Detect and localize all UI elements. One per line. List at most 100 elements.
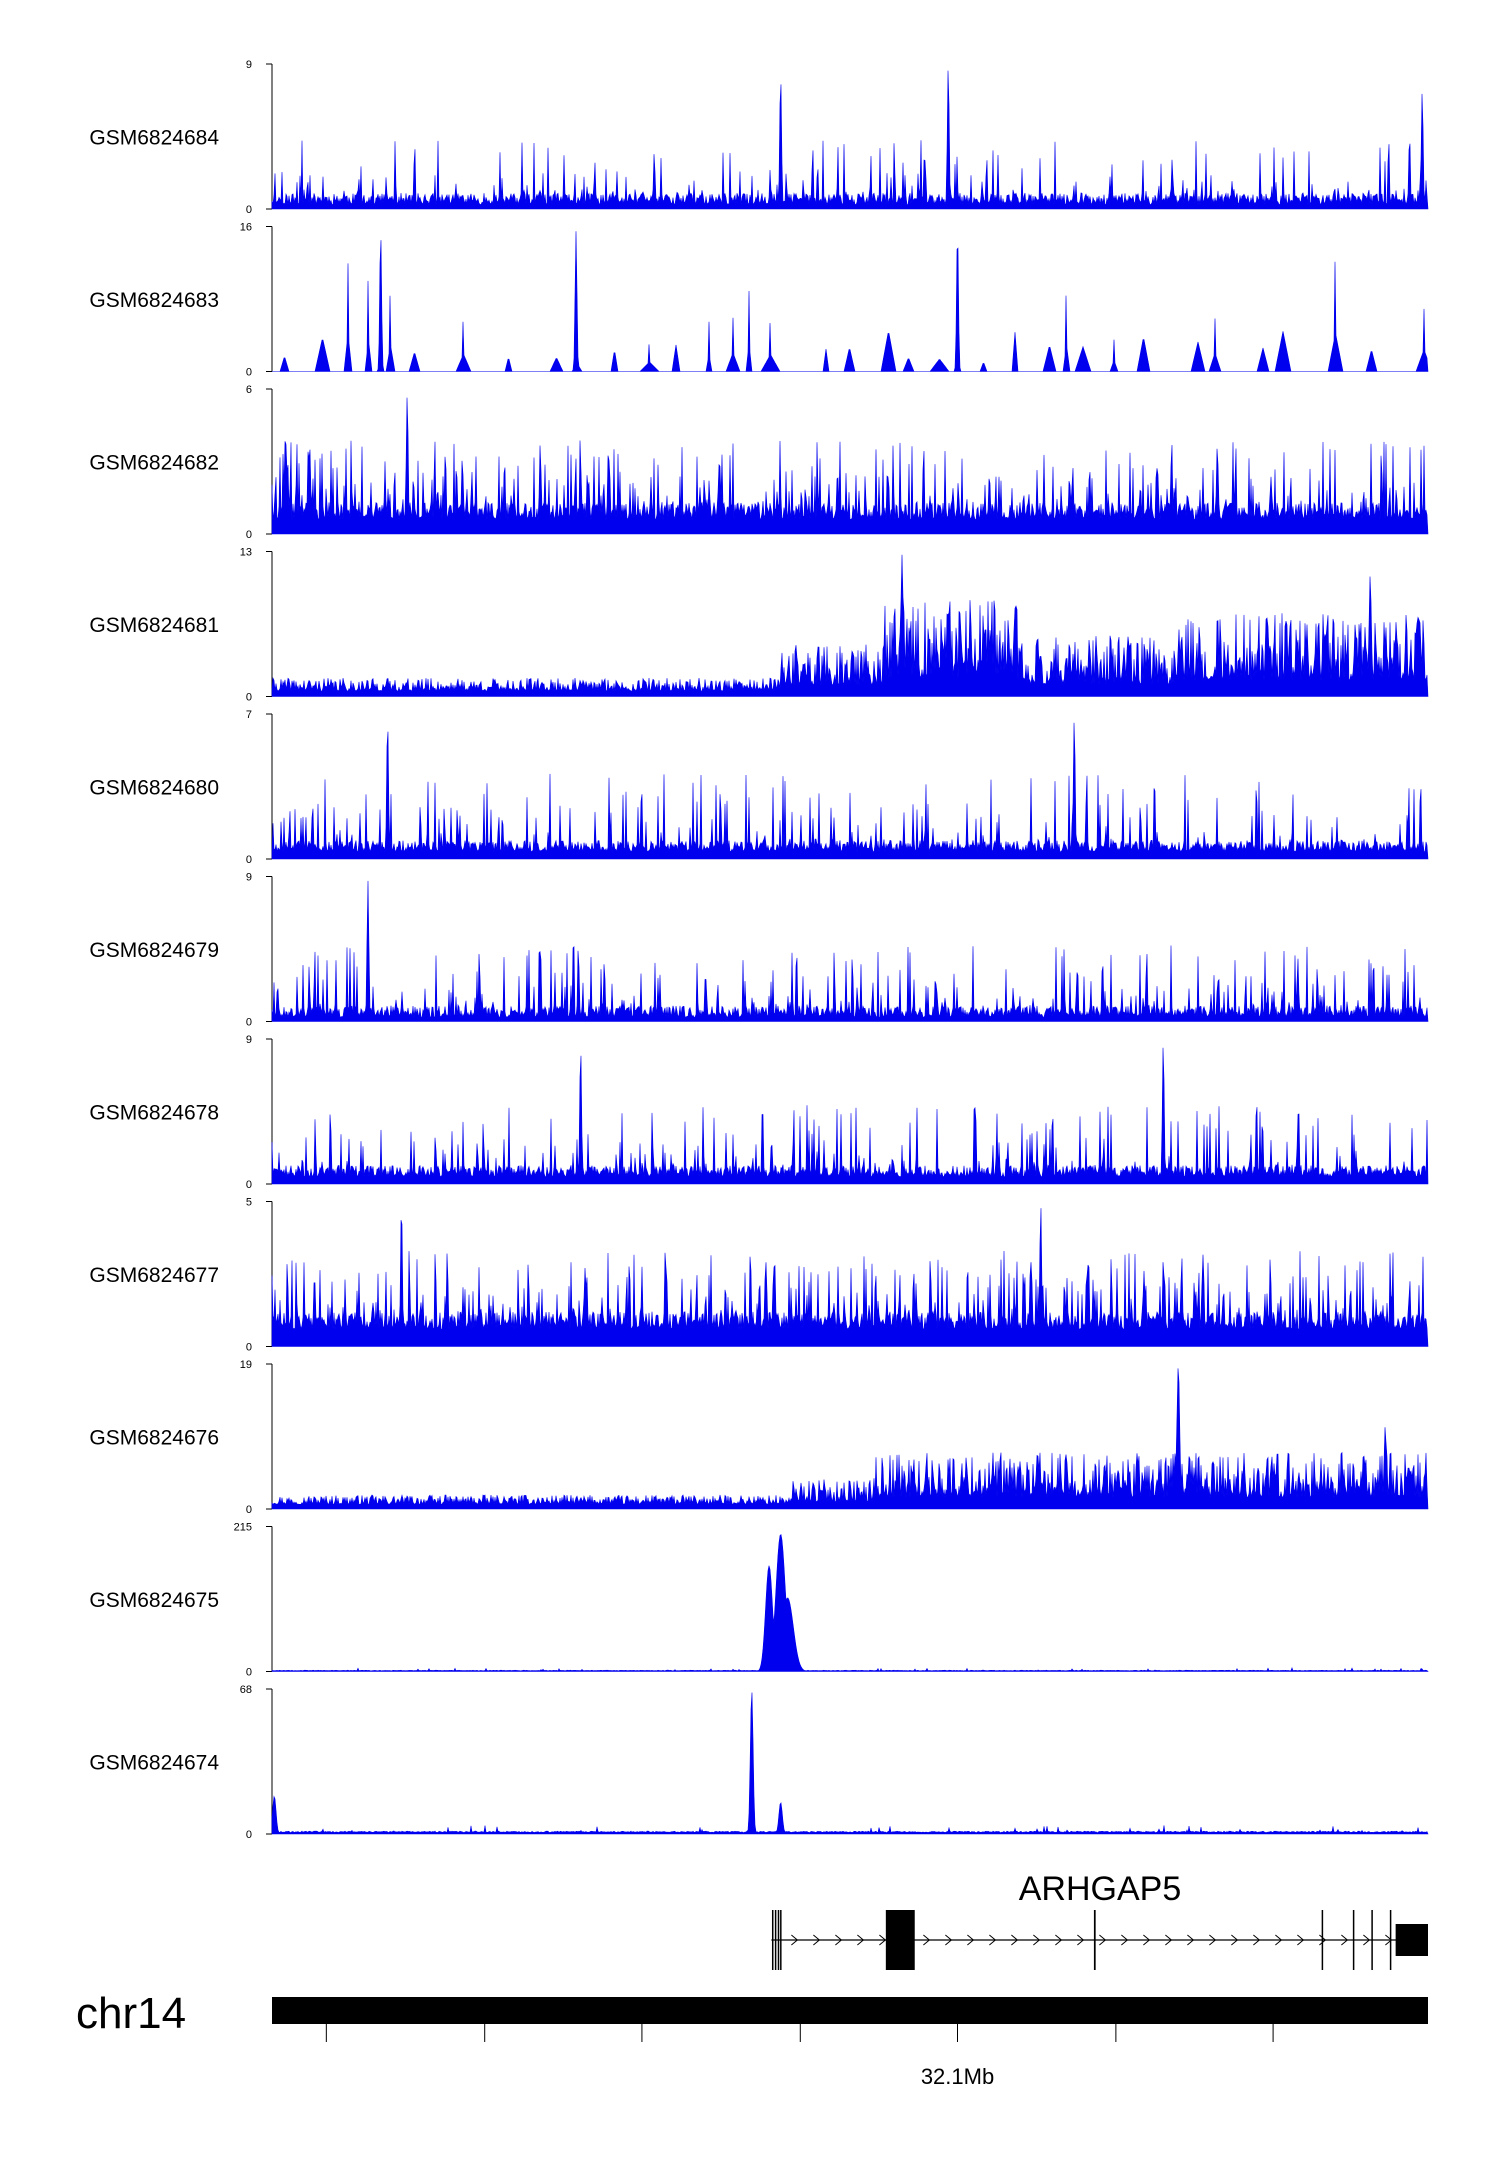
exon <box>1321 1910 1324 1970</box>
track-name: GSM6824677 <box>89 1264 219 1287</box>
y-min-label: 0 <box>246 529 252 541</box>
y-max-label: 68 <box>240 1684 252 1696</box>
track-GSM6824682: GSM6824682 6 0 <box>89 384 1429 541</box>
strand-arrow <box>879 1934 887 1946</box>
strand-arrow <box>813 1934 821 1946</box>
track-name: GSM6824678 <box>89 1102 219 1125</box>
signal-area <box>271 1368 1429 1510</box>
y-min-label: 0 <box>246 692 252 704</box>
y-min-label: 0 <box>246 1667 252 1679</box>
track-GSM6824684: GSM6824684 9 0 <box>89 59 1429 216</box>
y-max-label: 16 <box>240 222 252 234</box>
y-max-label: 9 <box>246 872 252 884</box>
exon <box>1389 1910 1392 1970</box>
y-max-label: 7 <box>246 709 252 721</box>
strand-arrow <box>1011 1934 1019 1946</box>
y-max-label: 9 <box>246 1034 252 1046</box>
y-max-label: 6 <box>246 384 252 396</box>
strand-arrow <box>1209 1934 1217 1946</box>
track-GSM6824683: GSM6824683 16 0 <box>89 222 1429 379</box>
signal-area <box>271 397 1429 535</box>
strand-arrow <box>1253 1934 1261 1946</box>
chromosome-ideogram: chr14 32.1Mb <box>76 1989 1428 2089</box>
signal-area <box>271 1208 1429 1347</box>
track-GSM6824676: GSM6824676 19 0 <box>89 1359 1429 1516</box>
strand-arrow <box>923 1934 931 1946</box>
signal-area <box>271 1534 1429 1672</box>
y-min-label: 0 <box>246 1342 252 1354</box>
track-name: GSM6824682 <box>89 452 219 475</box>
chromosome-bar <box>272 1997 1428 2024</box>
strand-arrow <box>1165 1934 1173 1946</box>
signal-area <box>271 70 1429 210</box>
gene-name: ARHGAP5 <box>1019 1870 1182 1908</box>
exon <box>885 1910 915 1970</box>
track-name: GSM6824676 <box>89 1427 219 1450</box>
track-GSM6824680: GSM6824680 7 0 <box>89 709 1429 866</box>
track-GSM6824677: GSM6824677 5 0 <box>89 1197 1429 1354</box>
strand-arrow <box>1297 1934 1305 1946</box>
y-max-label: 19 <box>240 1359 252 1371</box>
strand-arrow <box>857 1934 865 1946</box>
y-min-label: 0 <box>246 1829 252 1841</box>
y-min-label: 0 <box>246 367 252 379</box>
strand-arrow <box>945 1934 953 1946</box>
y-min-label: 0 <box>246 1504 252 1516</box>
strand-arrow <box>1319 1934 1327 1946</box>
signal-area <box>271 722 1429 860</box>
strand-arrow <box>1363 1934 1371 1946</box>
exon <box>1371 1910 1373 1970</box>
strand-arrow <box>1055 1934 1063 1946</box>
signal-area <box>272 231 1429 372</box>
strand-arrow <box>1385 1934 1393 1946</box>
exon <box>1352 1910 1355 1970</box>
track-GSM6824681: GSM6824681 13 0 <box>89 547 1429 704</box>
y-max-label: 5 <box>246 1197 252 1209</box>
y-min-label: 0 <box>246 1017 252 1029</box>
strand-arrow <box>1033 1934 1041 1946</box>
y-min-label: 0 <box>246 1179 252 1191</box>
strand-arrow <box>791 1934 799 1946</box>
track-name: GSM6824684 <box>89 127 219 150</box>
position-tick-label: 32.1Mb <box>921 2064 994 2089</box>
strand-arrow <box>1187 1934 1195 1946</box>
y-max-label: 215 <box>234 1522 252 1534</box>
strand-arrow <box>1143 1934 1151 1946</box>
y-max-label: 9 <box>246 59 252 71</box>
strand-arrow <box>1077 1934 1085 1946</box>
exon <box>1395 1924 1428 1956</box>
strand-arrow <box>1231 1934 1239 1946</box>
exon <box>777 1910 780 1970</box>
strand-arrow <box>1099 1934 1107 1946</box>
gene-track: ARHGAP5 <box>771 1870 1428 1970</box>
track-GSM6824674: GSM6824674 68 0 <box>89 1684 1429 1841</box>
strand-arrow <box>835 1934 843 1946</box>
chromosome-label: chr14 <box>76 1989 186 2038</box>
strand-arrow <box>1275 1934 1283 1946</box>
track-GSM6824679: GSM6824679 9 0 <box>89 872 1429 1029</box>
signal-area <box>271 880 1429 1022</box>
exon <box>780 1910 782 1970</box>
track-name: GSM6824683 <box>89 289 219 312</box>
y-max-label: 13 <box>240 547 252 559</box>
exon <box>774 1910 777 1970</box>
strand-arrow <box>989 1934 997 1946</box>
strand-arrow <box>1341 1934 1349 1946</box>
track-name: GSM6824679 <box>89 939 219 962</box>
exon <box>771 1910 774 1970</box>
signal-tracks: GSM682468490GSM6824683160GSM682468260GSM… <box>89 59 1429 1841</box>
track-name: GSM6824680 <box>89 777 219 800</box>
exon <box>1093 1910 1096 1970</box>
signal-area <box>271 554 1429 697</box>
strand-arrow <box>967 1934 975 1946</box>
track-name: GSM6824675 <box>89 1589 219 1612</box>
track-GSM6824678: GSM6824678 9 0 <box>89 1034 1429 1191</box>
y-min-label: 0 <box>246 854 252 866</box>
track-name: GSM6824674 <box>89 1752 219 1775</box>
track-GSM6824675: GSM6824675 215 0 <box>89 1522 1429 1679</box>
strand-arrow <box>1121 1934 1129 1946</box>
track-name: GSM6824681 <box>89 614 219 637</box>
signal-area <box>271 1692 1429 1835</box>
signal-area <box>271 1047 1429 1185</box>
